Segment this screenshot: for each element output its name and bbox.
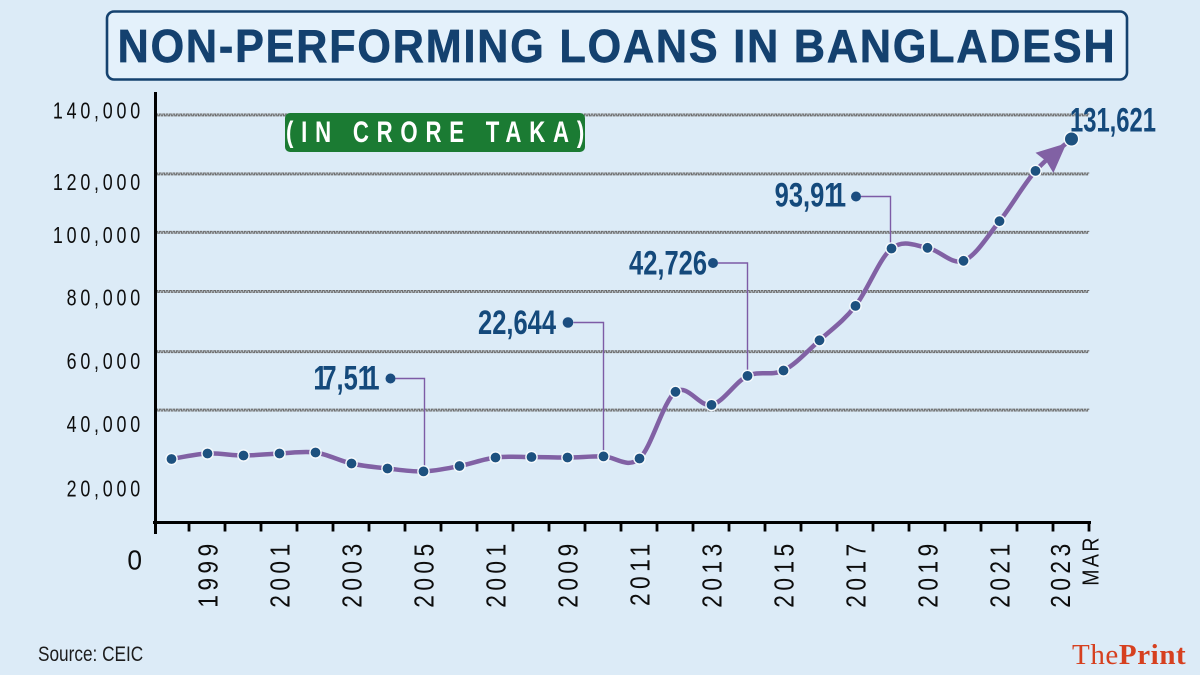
svg-text:2001: 2001 xyxy=(266,540,296,608)
svg-text:140,000: 140,000 xyxy=(53,98,144,124)
svg-text:2005: 2005 xyxy=(410,540,440,608)
svg-text:ThePrint: ThePrint xyxy=(1072,639,1186,671)
svg-text:2021: 2021 xyxy=(986,540,1016,608)
svg-text:2019: 2019 xyxy=(914,540,944,608)
svg-text:20,000: 20,000 xyxy=(67,476,144,502)
svg-text:100,000: 100,000 xyxy=(53,223,144,249)
svg-text:0: 0 xyxy=(127,544,142,576)
svg-text:80,000: 80,000 xyxy=(67,285,144,311)
svg-text:2001: 2001 xyxy=(482,540,512,608)
svg-text:40,000: 40,000 xyxy=(67,412,144,438)
svg-text:42,726: 42,726 xyxy=(629,245,707,282)
svg-text:2013: 2013 xyxy=(698,540,728,608)
svg-text:2011: 2011 xyxy=(626,540,656,607)
svg-text:120,000: 120,000 xyxy=(53,170,144,196)
svg-text:93,911: 93,911 xyxy=(775,177,846,214)
svg-text:1999: 1999 xyxy=(194,540,224,608)
svg-text:2003: 2003 xyxy=(338,540,368,608)
svg-text:2023: 2023 xyxy=(1046,540,1076,608)
svg-text:60,000: 60,000 xyxy=(67,349,144,375)
svg-text:17,511: 17,511 xyxy=(313,360,379,397)
svg-text:NON-PERFORMING LOANS IN BANGLA: NON-PERFORMING LOANS IN BANGLADESH xyxy=(118,22,1117,73)
svg-text:MAR: MAR xyxy=(1077,535,1104,586)
svg-text:131,621: 131,621 xyxy=(1070,101,1156,139)
svg-text:2017: 2017 xyxy=(842,540,872,608)
svg-text:2009: 2009 xyxy=(554,540,584,608)
svg-text:2015: 2015 xyxy=(770,540,800,608)
svg-text:(IN CRORE TAKA): (IN CRORE TAKA) xyxy=(286,115,592,149)
svg-text:22,644: 22,644 xyxy=(478,305,556,342)
svg-text:Source: CEIC: Source: CEIC xyxy=(38,644,143,667)
